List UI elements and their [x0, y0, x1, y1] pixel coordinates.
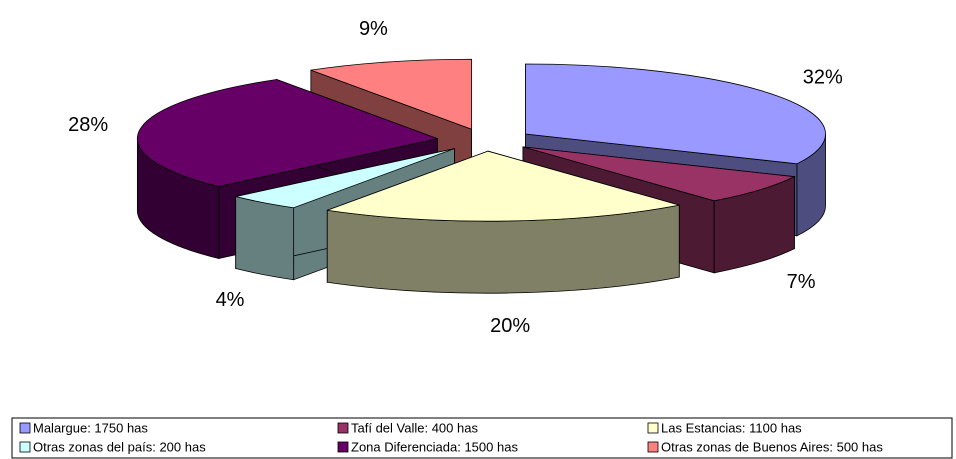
legend-label: Malargue: 1750 has: [33, 420, 148, 435]
slice: [522, 146, 796, 202]
legend-swatch: [19, 441, 31, 453]
legend-label: Las Estancias: 1100 has: [661, 420, 802, 435]
legend-label: Otras zonas de Buenos Aires: 500 has: [661, 439, 883, 454]
legend-swatch: [19, 422, 31, 434]
slice: [235, 148, 455, 209]
legend-swatch: [647, 441, 659, 453]
legend-swatch: [337, 422, 349, 434]
slice: [525, 63, 826, 165]
data-label: 9%: [359, 18, 388, 40]
legend-label: Zona Diferenciada: 1500 has: [351, 439, 518, 454]
data-label: 4%: [216, 289, 245, 311]
data-label: 20%: [490, 315, 530, 337]
legend-label: Tafí del Valle: 400 has: [351, 420, 478, 435]
legend-swatch: [337, 441, 349, 453]
slice: [310, 58, 473, 130]
slice: [136, 79, 439, 187]
data-label: 7%: [787, 271, 816, 293]
data-label: 32%: [803, 67, 843, 89]
legend-swatch: [647, 422, 659, 434]
legend-box: [11, 417, 953, 459]
slice-side: [235, 196, 295, 281]
data-label: 28%: [68, 114, 108, 136]
legend-label: Otras zonas del país: 200 has: [33, 439, 206, 454]
slice: [327, 150, 680, 222]
